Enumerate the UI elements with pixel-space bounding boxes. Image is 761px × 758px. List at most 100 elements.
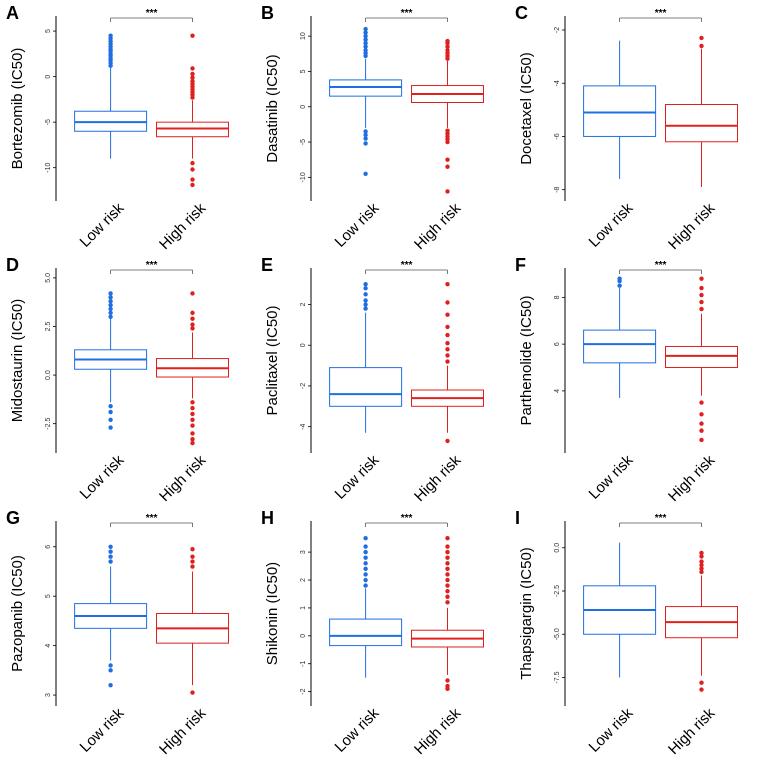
outlier-point <box>108 302 113 308</box>
significance-label: *** <box>401 8 413 19</box>
outlier-point <box>699 554 704 559</box>
iqr-box <box>329 618 403 647</box>
outlier-point <box>699 306 704 312</box>
outlier-point <box>699 276 704 281</box>
y-axis-label: Parthenolide (IC50) <box>518 295 535 425</box>
panel-letter: D <box>6 255 19 275</box>
outlier-point <box>363 298 368 303</box>
x-category-label: High risk <box>665 451 719 505</box>
outlier-point <box>108 314 113 319</box>
y-tick-label: 0.0 <box>45 370 52 380</box>
outlier-point <box>108 409 113 415</box>
chart-panel-f: F 8 6 4 Parthenolide (IC50) *** Low risk High r… <box>515 255 738 505</box>
outlier-point <box>108 295 113 300</box>
outlier-point <box>699 35 704 41</box>
outlier-point <box>363 44 368 49</box>
x-category-label: Low risk <box>586 704 637 755</box>
outlier-point <box>190 437 195 442</box>
significance-label: *** <box>146 513 158 524</box>
y-tick-label: -6 <box>554 133 561 139</box>
boxplot-group-low-risk <box>583 542 657 678</box>
y-tick-label: -5 <box>45 119 52 125</box>
x-category-label: High risk <box>411 199 465 253</box>
outlier-point <box>190 71 195 77</box>
boxplot-group-high-risk <box>156 33 229 188</box>
chart-panel-b: B 10 5 0 -5 -10 Dasatinib (IC50) *** Low risk Hig… <box>261 3 484 253</box>
x-category-label: Low risk <box>332 199 383 250</box>
outlier-point <box>190 417 195 422</box>
outlier-point <box>190 167 195 172</box>
y-tick-label: 5 <box>45 29 52 33</box>
y-tick-label: -2.5 <box>45 418 52 430</box>
outlier-point <box>617 276 622 281</box>
outlier-point <box>108 559 113 564</box>
panel-letter: E <box>261 255 273 275</box>
boxplot-group-low-risk <box>74 291 148 430</box>
y-tick-label: 8 <box>554 295 561 299</box>
iqr-box <box>583 85 657 137</box>
outlier-point <box>445 588 450 594</box>
y-tick-label: 3 <box>45 693 52 697</box>
outlier-point <box>190 182 195 188</box>
outlier-point <box>699 292 704 298</box>
x-category-label: Low risk <box>586 199 637 250</box>
outlier-point <box>363 136 368 141</box>
outlier-point <box>445 544 450 549</box>
outlier-point <box>445 281 450 287</box>
y-tick-label: 6 <box>554 342 561 346</box>
y-tick-label: 4 <box>554 389 561 393</box>
y-tick-label: 0 <box>300 634 307 638</box>
boxplot-group-low-risk <box>329 281 403 433</box>
panel-letter: I <box>515 508 520 528</box>
boxplot-group-high-risk <box>665 550 738 692</box>
x-category-label: High risk <box>156 704 210 758</box>
y-tick-label: -7.5 <box>554 671 561 683</box>
x-category-label: High risk <box>156 199 210 253</box>
significance-label: *** <box>401 260 413 271</box>
x-category-label: Low risk <box>586 451 637 502</box>
significance-label: *** <box>655 513 667 524</box>
outlier-point <box>363 132 368 138</box>
significance-label: *** <box>401 513 413 524</box>
boxplot-group-high-risk <box>665 276 738 443</box>
outlier-point <box>190 33 195 38</box>
outlier-point <box>363 583 368 588</box>
boxplot-group-high-risk <box>665 35 738 188</box>
outlier-point <box>363 544 368 549</box>
panel-letter: C <box>515 3 528 23</box>
x-category-label: Low risk <box>332 451 383 502</box>
outlier-point <box>363 549 368 555</box>
significance-label: *** <box>655 260 667 271</box>
outlier-point <box>190 440 195 446</box>
y-tick-label: 5.0 <box>45 273 52 283</box>
y-tick-label: -5.0 <box>554 628 561 640</box>
outlier-point <box>108 544 113 549</box>
outlier-point <box>445 583 450 588</box>
outlier-point <box>445 359 450 364</box>
y-tick-label: -2 <box>300 383 307 389</box>
chart-panel-a: A 5 0 -5 -10 Bortezomib (IC50) *** Low risk High… <box>6 3 229 253</box>
outlier-point <box>445 312 450 317</box>
outlier-point <box>445 678 450 683</box>
x-category-label: Low risk <box>77 199 128 250</box>
outlier-point <box>190 690 195 695</box>
significance-label: *** <box>655 8 667 19</box>
x-category-label: Low risk <box>77 704 128 755</box>
outlier-point <box>190 423 195 428</box>
outlier-point <box>699 428 704 433</box>
outlier-point <box>363 26 368 32</box>
iqr-box <box>329 79 403 97</box>
outlier-point <box>363 292 368 297</box>
outlier-point <box>190 326 195 331</box>
outlier-point <box>699 687 704 692</box>
boxplot-group-high-risk <box>156 547 229 695</box>
outlier-point <box>190 431 195 436</box>
y-tick-label: 5 <box>45 594 52 598</box>
outlier-point <box>699 566 704 571</box>
outlier-point <box>445 535 450 541</box>
chart-panel-i: I 0.0 -2.5 -5.0 -7.5 Thapsigargin (IC50) *** Lo… <box>515 508 738 758</box>
outlier-point <box>445 572 450 577</box>
outlier-point <box>363 561 368 566</box>
outlier-point <box>363 129 368 134</box>
outlier-point <box>445 561 450 566</box>
